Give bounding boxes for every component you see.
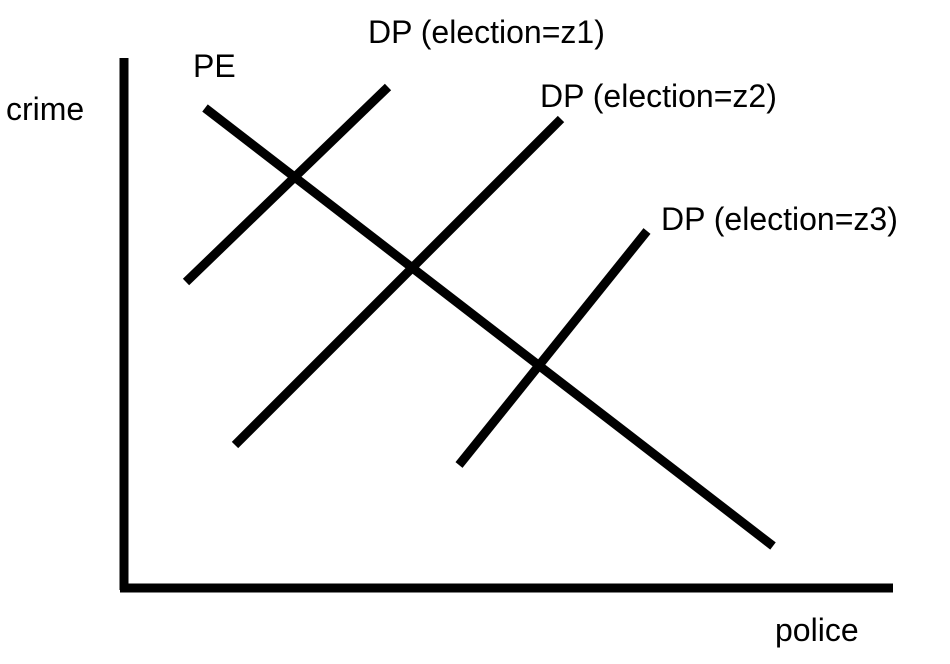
pe-label: PE: [193, 48, 236, 84]
dp-z1-line: [182, 83, 392, 286]
pe-line: [202, 104, 776, 550]
x-axis-label: police: [775, 612, 859, 648]
dp-z2-label: DP (election=z2): [540, 78, 777, 114]
y-axis-label: crime: [6, 91, 84, 127]
dp-z3-label: DP (election=z3): [661, 201, 898, 237]
dp-z1-label: DP (election=z1): [368, 14, 605, 50]
dp-z2-line: [231, 115, 565, 449]
dp-z3-line: [455, 228, 651, 468]
